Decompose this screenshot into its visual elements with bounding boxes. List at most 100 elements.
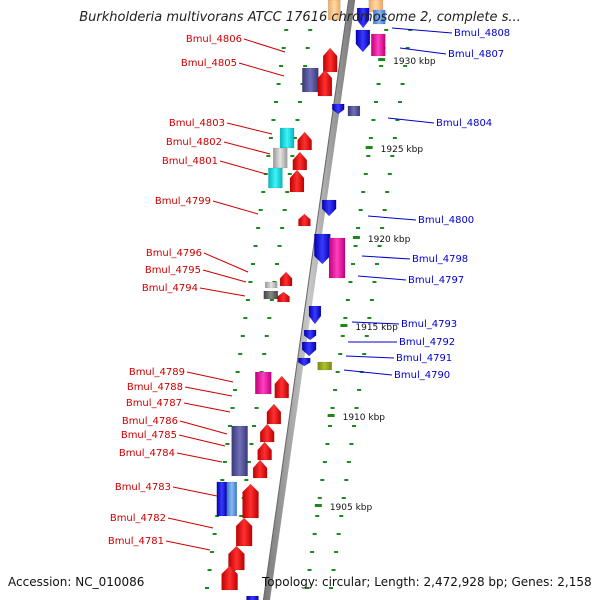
label-leader-line bbox=[186, 371, 234, 383]
gene-label-bmul-4801[interactable]: Bmul_4801 bbox=[162, 156, 218, 167]
gene-feature[interactable] bbox=[272, 147, 288, 169]
gene-feature[interactable] bbox=[317, 361, 332, 371]
label-leader-line bbox=[399, 47, 447, 55]
track-dot bbox=[276, 83, 281, 85]
gene-feature[interactable] bbox=[274, 375, 289, 399]
gene-feature[interactable] bbox=[292, 151, 308, 171]
track-dot bbox=[366, 155, 371, 157]
accession-label: Accession: NC_010086 bbox=[8, 575, 145, 589]
gene-label-bmul-4799[interactable]: Bmul_4799 bbox=[155, 196, 211, 207]
track-dot bbox=[204, 587, 209, 589]
gene-feature[interactable] bbox=[259, 423, 275, 443]
label-leader-line bbox=[243, 38, 286, 53]
gene-feature[interactable] bbox=[303, 329, 317, 341]
gene-feature[interactable] bbox=[328, 237, 346, 279]
gene-label-bmul-4798[interactable]: Bmul_4798 bbox=[412, 254, 468, 265]
track-dot bbox=[387, 173, 392, 175]
track-dot bbox=[341, 497, 346, 499]
track-dot bbox=[350, 263, 355, 265]
gene-feature[interactable] bbox=[314, 233, 331, 265]
label-leader-line bbox=[357, 275, 407, 281]
gene-label-bmul-4805[interactable]: Bmul_4805 bbox=[181, 58, 237, 69]
track-dot bbox=[238, 353, 243, 355]
gene-label-bmul-4807[interactable]: Bmul_4807 bbox=[448, 49, 504, 60]
gene-label-bmul-4803[interactable]: Bmul_4803 bbox=[169, 118, 225, 129]
track-dot bbox=[220, 479, 225, 481]
gene-label-bmul-4790[interactable]: Bmul_4790 bbox=[394, 370, 450, 381]
gene-feature[interactable] bbox=[255, 371, 272, 395]
gene-label-bmul-4789[interactable]: Bmul_4789 bbox=[129, 367, 185, 378]
track-dot bbox=[374, 263, 379, 265]
track-dot bbox=[210, 551, 215, 553]
gene-label-bmul-4802[interactable]: Bmul_4802 bbox=[166, 137, 222, 148]
gene-label-bmul-4800[interactable]: Bmul_4800 bbox=[418, 215, 474, 226]
gene-label-bmul-4782[interactable]: Bmul_4782 bbox=[110, 513, 166, 524]
label-leader-line bbox=[223, 141, 271, 155]
gene-label-bmul-4794[interactable]: Bmul_4794 bbox=[142, 283, 198, 294]
gene-label-bmul-4806[interactable]: Bmul_4806 bbox=[186, 34, 242, 45]
gene-feature[interactable] bbox=[242, 483, 259, 519]
gene-label-bmul-4788[interactable]: Bmul_4788 bbox=[127, 382, 183, 393]
gene-feature[interactable] bbox=[328, 0, 341, 21]
kbp-tick-mark bbox=[378, 58, 386, 61]
gene-feature[interactable] bbox=[308, 305, 322, 325]
gene-feature[interactable] bbox=[228, 545, 245, 571]
gene-feature[interactable] bbox=[289, 169, 305, 193]
track-dot bbox=[279, 65, 284, 67]
gene-label-bmul-4796[interactable]: Bmul_4796 bbox=[146, 248, 202, 259]
gene-label-bmul-4795[interactable]: Bmul_4795 bbox=[145, 265, 201, 276]
gene-feature[interactable] bbox=[371, 33, 386, 57]
gene-feature[interactable] bbox=[277, 291, 290, 303]
gene-feature[interactable] bbox=[373, 9, 386, 25]
gene-feature[interactable] bbox=[226, 481, 238, 517]
gene-label-bmul-4781[interactable]: Bmul_4781 bbox=[108, 536, 164, 547]
gene-feature[interactable] bbox=[298, 357, 311, 367]
track-dot bbox=[295, 119, 300, 121]
track-dot bbox=[282, 209, 287, 211]
gene-feature[interactable] bbox=[331, 103, 345, 115]
gene-feature[interactable] bbox=[301, 341, 317, 357]
gene-label-bmul-4791[interactable]: Bmul_4791 bbox=[396, 353, 452, 364]
gene-feature[interactable] bbox=[216, 481, 228, 517]
gene-label-bmul-4784[interactable]: Bmul_4784 bbox=[119, 448, 175, 459]
gene-feature[interactable] bbox=[263, 290, 279, 300]
gene-feature[interactable] bbox=[297, 131, 312, 151]
gene-label-bmul-4785[interactable]: Bmul_4785 bbox=[121, 430, 177, 441]
track-dot bbox=[367, 317, 372, 319]
gene-feature[interactable] bbox=[302, 67, 319, 93]
gene-feature[interactable] bbox=[221, 565, 238, 591]
track-dot bbox=[251, 425, 256, 427]
gene-label-bmul-4786[interactable]: Bmul_4786 bbox=[122, 416, 178, 427]
gene-feature[interactable] bbox=[268, 167, 283, 189]
gene-feature[interactable] bbox=[266, 403, 282, 425]
track-dot bbox=[281, 47, 286, 49]
track-dot bbox=[403, 65, 408, 67]
gene-feature[interactable] bbox=[231, 425, 248, 477]
gene-label-bmul-4792[interactable]: Bmul_4792 bbox=[399, 337, 455, 348]
gene-feature[interactable] bbox=[355, 29, 371, 53]
gene-feature[interactable] bbox=[279, 271, 293, 287]
gene-label-bmul-4793[interactable]: Bmul_4793 bbox=[401, 319, 457, 330]
gene-feature[interactable] bbox=[279, 127, 295, 149]
track-dot bbox=[351, 425, 356, 427]
gene-label-bmul-4804[interactable]: Bmul_4804 bbox=[436, 118, 492, 129]
gene-feature[interactable] bbox=[257, 441, 272, 461]
gene-feature[interactable] bbox=[264, 281, 278, 289]
gene-feature[interactable] bbox=[321, 199, 337, 217]
gene-feature[interactable] bbox=[246, 595, 259, 600]
gene-label-bmul-4783[interactable]: Bmul_4783 bbox=[115, 482, 171, 493]
gene-feature[interactable] bbox=[317, 69, 333, 97]
gene-feature[interactable] bbox=[298, 213, 311, 227]
gene-label-bmul-4808[interactable]: Bmul_4808 bbox=[454, 28, 510, 39]
gene-label-bmul-4787[interactable]: Bmul_4787 bbox=[126, 398, 182, 409]
gene-feature[interactable] bbox=[252, 459, 268, 479]
kbp-tick-mark bbox=[352, 236, 360, 239]
gene-feature[interactable] bbox=[322, 47, 338, 73]
gene-feature[interactable] bbox=[347, 105, 361, 117]
gene-feature[interactable] bbox=[356, 7, 370, 29]
gene-label-bmul-4797[interactable]: Bmul_4797 bbox=[408, 275, 464, 286]
track-dot bbox=[312, 533, 317, 535]
track-dot bbox=[274, 263, 279, 265]
gene-feature[interactable] bbox=[235, 517, 253, 547]
